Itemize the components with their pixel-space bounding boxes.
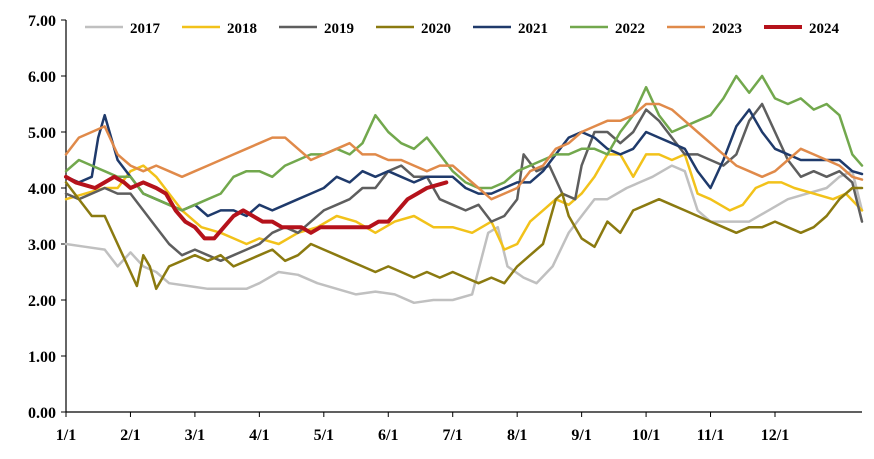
series-line-2024 (64, 174, 449, 241)
x-tick-label: 1/1 (56, 427, 76, 444)
series-line-2017 (64, 164, 864, 305)
x-tick-label: 4/1 (249, 427, 269, 444)
legend-label-2021: 2021 (518, 21, 548, 37)
series-line-2018 (64, 153, 864, 251)
y-tick-label: 4.00 (28, 181, 56, 198)
legend-label-2024: 2024 (809, 21, 840, 37)
axes (61, 19, 862, 417)
legend-label-2020: 2020 (421, 21, 451, 37)
x-tick-label: 2/1 (120, 427, 140, 444)
y-tick-label: 7.00 (28, 13, 56, 30)
y-tick-label: 1.00 (28, 349, 56, 366)
series-lines (64, 74, 864, 305)
y-tick-label: 0.00 (28, 405, 56, 422)
legend-label-2019: 2019 (324, 21, 354, 37)
series-line-2023 (64, 102, 864, 201)
x-tick-label: 6/1 (378, 427, 398, 444)
legend-label-2017: 2017 (130, 21, 161, 37)
legend-label-2018: 2018 (227, 21, 257, 37)
x-tick-label: 8/1 (507, 427, 527, 444)
x-tick-label: 9/1 (571, 427, 591, 444)
x-axis-tick-labels: 1/1 2/1 3/1 4/1 5/1 6/1 7/1 8/1 9/1 10/1 11/1 12/1 (56, 427, 789, 444)
x-tick-label: 7/1 (442, 427, 462, 444)
legend-label-2023: 2023 (712, 21, 742, 37)
x-tick-label: 3/1 (185, 427, 205, 444)
y-tick-label: 3.00 (28, 237, 56, 254)
series-line-2020 (64, 181, 864, 291)
y-axis-tick-labels: 0.00 1.00 2.00 3.00 4.00 5.00 6.00 7.00 (28, 13, 56, 422)
x-tick-label: 12/1 (761, 427, 789, 444)
x-tick-label: 10/1 (632, 427, 660, 444)
x-tick-label: 5/1 (314, 427, 334, 444)
y-tick-label: 2.00 (28, 293, 56, 310)
series-line-2022 (64, 74, 864, 212)
y-tick-label: 6.00 (28, 69, 56, 86)
series-line-2021 (64, 108, 864, 218)
y-tick-label: 5.00 (28, 125, 56, 142)
legend: 2017 2018 2019 2020 2021 2022 2023 2024 (85, 21, 840, 37)
legend-label-2022: 2022 (615, 21, 645, 37)
x-tick-label: 11/1 (697, 427, 725, 444)
